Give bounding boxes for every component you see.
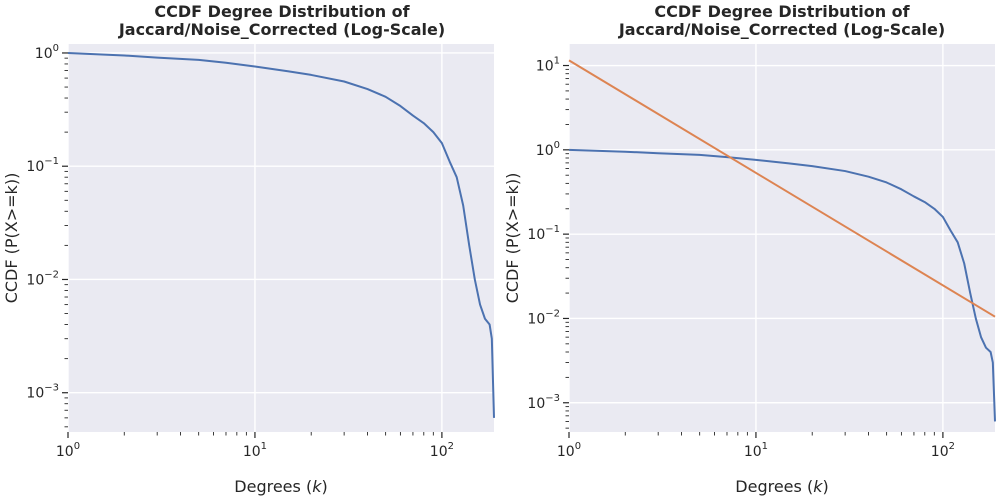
y-tick-base: 10: [35, 46, 53, 62]
y-tick-label: 10−3: [527, 393, 560, 412]
x-tick-base: 10: [557, 444, 575, 460]
y-tick-base: 10: [536, 143, 554, 159]
y-tick-label: 10−1: [527, 224, 560, 243]
y-tick-base: 10: [26, 386, 44, 402]
x-tick-exponent: 1: [762, 441, 768, 452]
x-tick-label: 102: [430, 441, 454, 460]
chart-title-line2: Jaccard/Noise_Corrected (Log-Scale): [118, 20, 445, 39]
y-tick-exponent: −2: [545, 308, 560, 319]
y-tick-label: 100: [536, 140, 560, 159]
x-tick-base: 10: [744, 444, 762, 460]
chart-title-line1: CCDF Degree Distribution of: [154, 2, 410, 21]
y-tick-base: 10: [527, 396, 545, 412]
series-layer: [568, 59, 996, 422]
x-tick-exponent: 2: [448, 441, 454, 452]
chart-title-line2: Jaccard/Noise_Corrected (Log-Scale): [618, 20, 945, 39]
series-layer: [67, 51, 495, 418]
x-tick-base: 10: [56, 444, 74, 460]
x-tick-exponent: 2: [949, 441, 955, 452]
x-tick-base: 10: [243, 444, 261, 460]
grid-lines: [67, 44, 494, 432]
power-law-fit-line: [568, 59, 996, 318]
x-tick-label: 100: [557, 441, 581, 460]
y-tick-label: 100: [35, 43, 59, 62]
chart-right: CCDF Degree Distribution of Jaccard/Nois…: [503, 2, 996, 496]
y-tick-exponent: −1: [545, 224, 560, 235]
chart-title-line1: CCDF Degree Distribution of: [654, 2, 910, 21]
y-tick-exponent: 1: [554, 56, 560, 67]
x-axis-label: Degrees (k): [735, 477, 828, 496]
x-tick-exponent: 1: [261, 441, 267, 452]
y-tick-base: 10: [536, 59, 554, 75]
y-tick-exponent: −3: [545, 393, 560, 404]
x-tick-label: 102: [931, 441, 955, 460]
y-tick-label: 10−1: [26, 156, 59, 175]
chart-left: CCDF Degree Distribution of Jaccard/Nois…: [2, 2, 495, 496]
ccdf-series-line: [67, 51, 495, 418]
y-tick-exponent: 0: [53, 43, 59, 54]
x-tick-exponent: 0: [74, 441, 80, 452]
x-tick-base: 10: [931, 444, 949, 460]
y-tick-label: 10−3: [26, 383, 59, 402]
y-tick-exponent: −3: [44, 383, 59, 394]
x-tick-label: 101: [243, 441, 267, 460]
y-tick-exponent: 0: [554, 140, 560, 151]
plot-area: [68, 44, 494, 432]
plot-area: [569, 44, 995, 432]
y-tick-base: 10: [527, 227, 545, 243]
y-tick-base: 10: [26, 159, 44, 175]
y-tick-label: 10−2: [527, 308, 560, 327]
y-tick-exponent: −2: [44, 269, 59, 280]
x-tick-label: 100: [56, 441, 80, 460]
y-tick-exponent: −1: [44, 156, 59, 167]
x-tick-exponent: 0: [575, 441, 581, 452]
y-tick-label: 10−2: [26, 269, 59, 288]
y-tick-label: 101: [536, 56, 560, 75]
x-tick-label: 101: [744, 441, 768, 460]
x-axis-label: Degrees (k): [234, 477, 327, 496]
y-tick-base: 10: [527, 311, 545, 327]
y-tick-base: 10: [26, 272, 44, 288]
x-tick-base: 10: [430, 444, 448, 460]
y-axis-label: CCDF (P(X>=k)): [503, 173, 522, 304]
y-axis-label: CCDF (P(X>=k)): [2, 173, 21, 304]
